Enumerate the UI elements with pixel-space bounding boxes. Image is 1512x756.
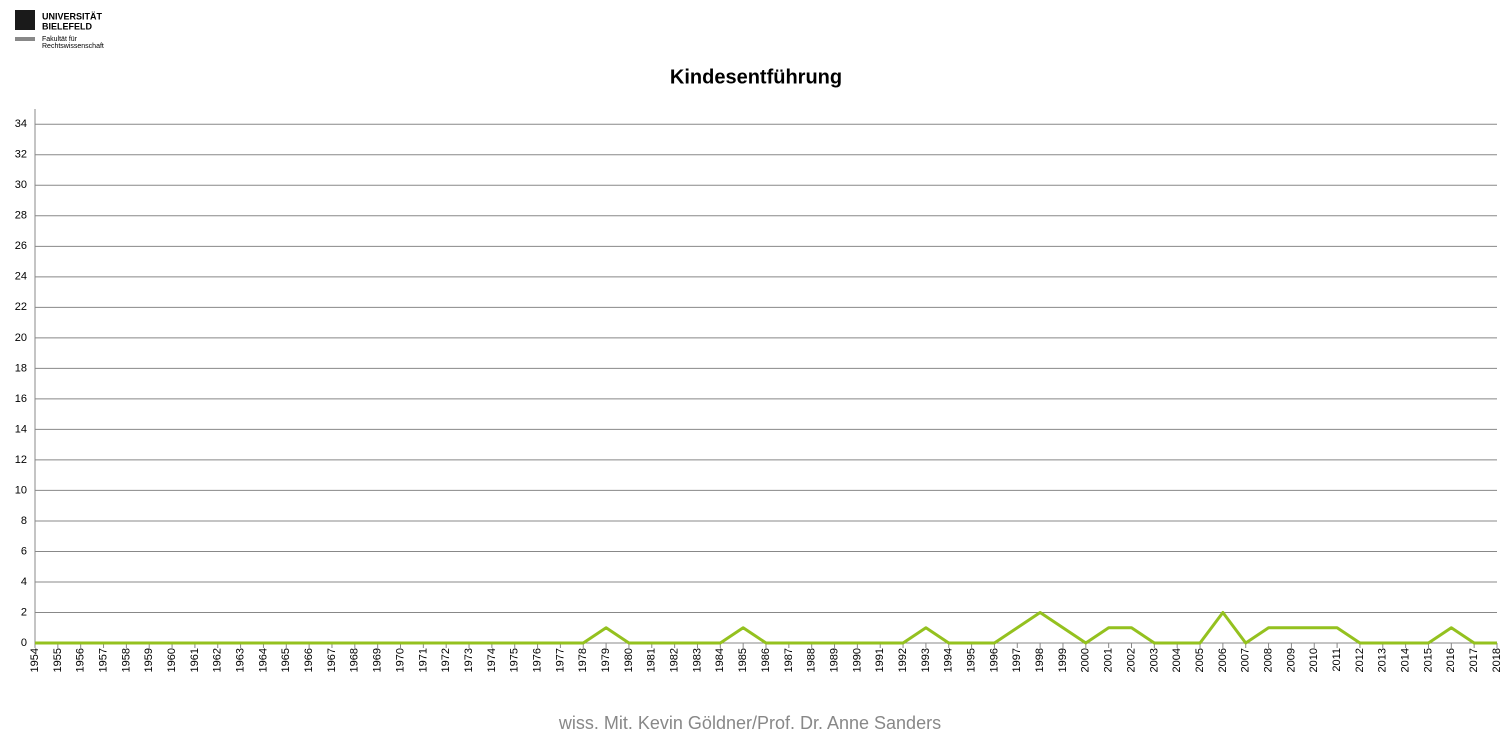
y-tick-label: 26	[15, 240, 27, 252]
x-tick-label: 2018	[1491, 648, 1503, 672]
y-tick-label: 16	[15, 393, 27, 405]
x-tick-label: 2017	[1468, 648, 1480, 672]
x-tick-label: 2016	[1445, 648, 1457, 672]
x-tick-label: 1970	[394, 648, 406, 672]
y-tick-label: 18	[15, 362, 27, 374]
y-tick-label: 24	[15, 271, 27, 283]
x-tick-label: 2002	[1125, 648, 1137, 672]
x-tick-label: 1991	[874, 648, 886, 672]
x-tick-label: 1998	[1034, 648, 1046, 672]
x-tick-label: 1959	[143, 648, 155, 672]
y-tick-label: 2	[21, 606, 27, 618]
x-tick-label: 1993	[920, 648, 932, 672]
x-tick-label: 1961	[189, 648, 201, 672]
x-tick-label: 1985	[737, 648, 749, 672]
x-tick-label: 1966	[303, 648, 315, 672]
x-tick-label: 2003	[1148, 648, 1160, 672]
y-tick-label: 0	[21, 637, 27, 649]
x-tick-label: 2005	[1194, 648, 1206, 672]
x-tick-label: 2012	[1354, 648, 1366, 672]
logo-text: Fakultät für	[42, 36, 78, 43]
x-tick-label: 1969	[372, 648, 384, 672]
x-tick-label: 1987	[783, 648, 795, 672]
y-tick-label: 20	[15, 332, 27, 344]
x-tick-label: 1968	[349, 648, 361, 672]
x-tick-label: 1962	[212, 648, 224, 672]
x-tick-label: 1958	[120, 648, 132, 672]
x-tick-label: 2011	[1331, 648, 1343, 672]
x-tick-label: 1999	[1057, 648, 1069, 672]
x-tick-label: 1964	[257, 648, 269, 672]
y-tick-label: 22	[15, 301, 27, 313]
x-tick-label: 1965	[280, 648, 292, 672]
y-tick-label: 4	[21, 576, 27, 588]
x-tick-label: 2009	[1285, 648, 1297, 672]
x-tick-label: 1972	[440, 648, 452, 672]
x-tick-label: 1955	[52, 648, 64, 672]
x-tick-label: 2001	[1103, 648, 1115, 672]
x-tick-label: 1976	[531, 648, 543, 672]
x-tick-label: 1974	[486, 648, 498, 672]
x-tick-label: 1983	[691, 648, 703, 672]
x-tick-label: 1954	[29, 648, 41, 672]
x-tick-label: 2008	[1262, 648, 1274, 672]
x-tick-label: 2006	[1217, 648, 1229, 672]
x-tick-label: 2000	[1080, 648, 1092, 672]
x-tick-label: 1977	[554, 648, 566, 672]
logo-text: UNIVERSITÄT	[42, 11, 103, 21]
x-tick-label: 1957	[97, 648, 109, 672]
y-tick-label: 34	[15, 118, 27, 130]
x-tick-label: 1978	[577, 648, 589, 672]
x-tick-label: 1984	[714, 648, 726, 672]
x-tick-label: 1997	[1011, 648, 1023, 672]
y-tick-label: 30	[15, 179, 27, 191]
x-tick-label: 1996	[988, 648, 1000, 672]
y-tick-label: 28	[15, 210, 27, 222]
data-line	[35, 610, 1497, 645]
x-tick-label: 1981	[646, 648, 658, 672]
x-tick-label: 1975	[509, 648, 521, 672]
logo-text: Rechtswissenschaft	[42, 43, 104, 50]
x-tick-label: 1986	[760, 648, 772, 672]
x-tick-label: 1980	[623, 648, 635, 672]
x-tick-label: 1963	[235, 648, 247, 672]
x-tick-label: 2014	[1400, 648, 1412, 672]
x-tick-label: 1971	[417, 648, 429, 672]
footer: wiss. Mit. Kevin Göldner/Prof. Dr. Anne …	[558, 713, 941, 733]
y-tick-label: 8	[21, 515, 27, 527]
x-tick-label: 2015	[1422, 648, 1434, 672]
y-tick-label: 12	[15, 454, 27, 466]
x-tick-label: 1956	[75, 648, 87, 672]
x-tick-label: 1960	[166, 648, 178, 672]
logo-text: BIELEFELD	[42, 21, 93, 31]
x-tick-label: 1982	[669, 648, 681, 672]
y-tick-label: 14	[15, 423, 27, 435]
y-tick-label: 10	[15, 484, 27, 496]
x-tick-label: 1988	[806, 648, 818, 672]
chart-title: Kindesentführung	[670, 66, 842, 88]
x-tick-label: 2007	[1240, 648, 1252, 672]
y-tick-label: 6	[21, 545, 27, 557]
x-tick-label: 1967	[326, 648, 338, 672]
logo-bar	[15, 37, 35, 41]
x-tick-label: 2004	[1171, 648, 1183, 672]
x-tick-label: 1992	[897, 648, 909, 672]
logo-mark	[15, 10, 35, 30]
x-tick-label: 1989	[828, 648, 840, 672]
x-tick-label: 1979	[600, 648, 612, 672]
x-tick-label: 1995	[966, 648, 978, 672]
x-tick-label: 1994	[943, 648, 955, 672]
y-tick-label: 32	[15, 149, 27, 161]
x-tick-label: 2010	[1308, 648, 1320, 672]
x-tick-label: 1973	[463, 648, 475, 672]
x-tick-label: 1990	[851, 648, 863, 672]
x-tick-label: 2013	[1377, 648, 1389, 672]
